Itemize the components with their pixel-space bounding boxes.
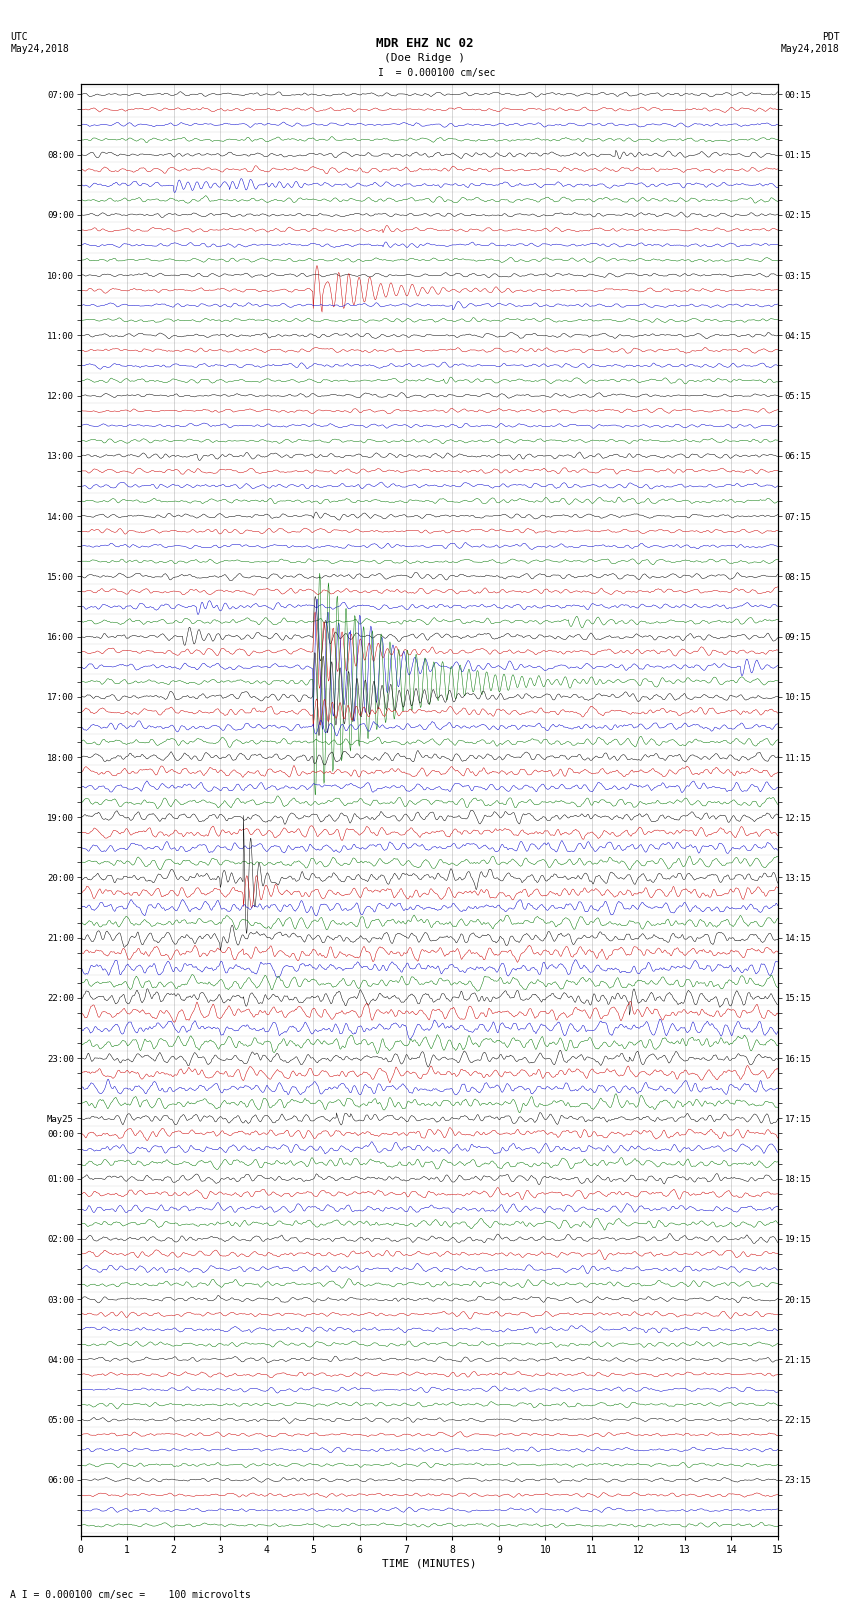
X-axis label: TIME (MINUTES): TIME (MINUTES) — [382, 1558, 477, 1569]
Text: I  = 0.000100 cm/sec: I = 0.000100 cm/sec — [378, 68, 496, 77]
Text: (Doe Ridge ): (Doe Ridge ) — [384, 53, 466, 63]
Text: May24,2018: May24,2018 — [781, 44, 840, 53]
Text: A I = 0.000100 cm/sec =    100 microvolts: A I = 0.000100 cm/sec = 100 microvolts — [10, 1590, 251, 1600]
Text: MDR EHZ NC 02: MDR EHZ NC 02 — [377, 37, 473, 50]
Text: UTC: UTC — [10, 32, 28, 42]
Text: May24,2018: May24,2018 — [10, 44, 69, 53]
Text: PDT: PDT — [822, 32, 840, 42]
